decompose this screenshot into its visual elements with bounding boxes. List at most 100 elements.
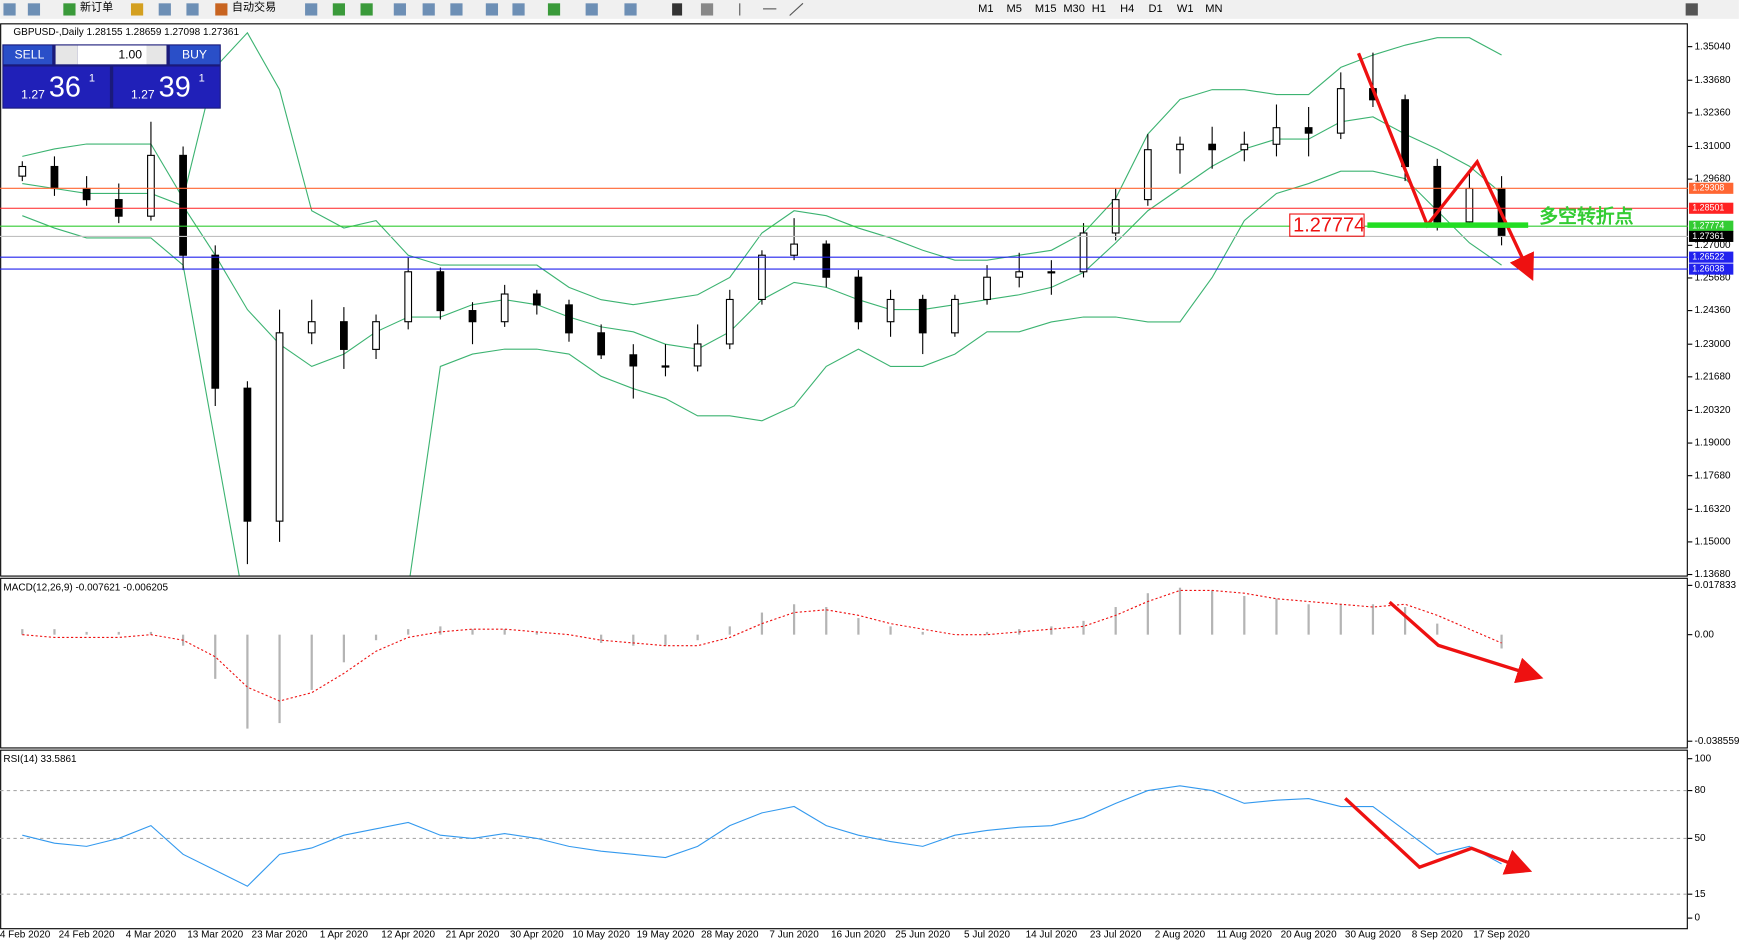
y-tick-label: 50 — [1695, 833, 1707, 844]
icon[interactable] — [63, 3, 76, 16]
icon[interactable] — [332, 3, 345, 16]
icon[interactable] — [450, 3, 463, 16]
icon[interactable] — [512, 3, 525, 16]
candle-body — [1208, 143, 1217, 151]
icon[interactable] — [393, 3, 406, 16]
y-tick-label: -0.038559 — [1695, 736, 1739, 747]
lot-up[interactable] — [146, 45, 167, 65]
macd-bar — [889, 626, 892, 635]
candle-body — [372, 321, 380, 350]
icon[interactable] — [672, 3, 683, 16]
price-pips: 36 — [49, 71, 81, 103]
icon[interactable] — [700, 3, 714, 16]
pivot-label: 1.27774 — [1293, 214, 1365, 236]
x-tick-label: 7 Jun 2020 — [769, 929, 819, 940]
timeframe[interactable]: M15 — [1035, 3, 1057, 15]
level-label-bg — [1688, 220, 1734, 232]
x-tick-label: 14 Feb 2020 — [0, 929, 51, 940]
y-tick-label: 0.017833 — [1695, 580, 1737, 591]
macd-bar — [471, 629, 474, 635]
x-tick-label: 28 May 2020 — [701, 929, 759, 940]
macd-panel — [0, 577, 1688, 749]
icon[interactable] — [305, 3, 318, 16]
y-tick-label: 1.16320 — [1695, 504, 1731, 515]
pivot-label-box — [1289, 213, 1365, 237]
icon[interactable] — [130, 3, 144, 16]
buy-button[interactable] — [169, 45, 220, 65]
buy-label: BUY — [182, 48, 207, 62]
macd-bar — [1178, 587, 1182, 635]
candle-body — [1401, 99, 1409, 168]
macd-bar — [792, 604, 796, 635]
x-tick-label: 25 Jun 2020 — [895, 929, 950, 940]
arrow — [1344, 797, 1533, 875]
candle-body — [1336, 88, 1345, 134]
icon[interactable] — [158, 3, 171, 16]
y-tick-label: 1.29680 — [1695, 174, 1731, 185]
icon[interactable] — [215, 3, 228, 16]
candle-body — [147, 154, 155, 217]
y-tick-label: 1.31000 — [1695, 141, 1731, 152]
macd-bar — [439, 626, 442, 635]
x-tick-label: 19 May 2020 — [637, 929, 695, 940]
candle-body — [1047, 271, 1056, 274]
icon[interactable] — [624, 3, 637, 16]
toolbar-button[interactable]: 新订单 — [80, 0, 113, 14]
icon[interactable] — [485, 3, 499, 16]
toolbar-button[interactable]: 自动交易 — [232, 0, 276, 14]
level-label: 1.27774 — [1692, 221, 1724, 231]
annotations — [1344, 52, 1544, 875]
macd-bar — [117, 631, 120, 635]
candle-body — [82, 187, 91, 201]
timeframe[interactable]: MN — [1205, 3, 1222, 15]
icon[interactable] — [422, 3, 435, 16]
y-tick-label: 1.19000 — [1695, 438, 1731, 449]
icon[interactable] — [27, 3, 41, 16]
candle-body — [661, 365, 670, 368]
icon[interactable] — [360, 3, 373, 16]
pivot-note: 多空转折点 — [1539, 204, 1633, 226]
bollinger-band — [22, 31, 1502, 306]
x-tick-label: 1 Apr 2020 — [320, 929, 369, 940]
macd-bar — [1146, 593, 1149, 635]
icon[interactable] — [1685, 3, 1698, 16]
macd-bar — [921, 631, 924, 635]
x-tick-label: 5 Jul 2020 — [964, 929, 1010, 940]
macd-bar — [278, 634, 281, 724]
candle-body — [565, 304, 573, 334]
icon[interactable] — [547, 3, 561, 16]
candle-body — [1465, 187, 1474, 223]
icon[interactable] — [585, 3, 598, 16]
y-tick-label: 1.32360 — [1695, 108, 1731, 119]
timeframe[interactable]: H1 — [1092, 3, 1106, 15]
y-tick-label: 0.00 — [1695, 629, 1715, 640]
sell-button[interactable] — [3, 45, 53, 65]
y-tick-label: 1.17680 — [1695, 470, 1731, 481]
timeframe[interactable]: M1 — [978, 3, 993, 15]
x-tick-label: 14 Jul 2020 — [1026, 929, 1078, 940]
buy-price-box[interactable] — [113, 66, 220, 108]
tool[interactable] — [789, 2, 804, 16]
timeframe[interactable]: D1 — [1148, 3, 1162, 15]
lot-down[interactable] — [55, 45, 78, 65]
candle-body — [1304, 127, 1313, 134]
candle-body — [211, 254, 220, 389]
trade-panel: SELL 1.00 BUY 1.27 36 1 1.27 39 1 — [2, 44, 221, 109]
macd-bar — [1275, 598, 1278, 635]
macd-bar — [1436, 623, 1439, 635]
timeframe[interactable]: H4 — [1120, 3, 1134, 15]
macd-bar — [149, 631, 153, 635]
timeframe[interactable]: M30 — [1063, 3, 1085, 15]
candle-body — [50, 165, 59, 190]
icon[interactable] — [3, 3, 16, 16]
x-tick-label: 24 Feb 2020 — [59, 929, 115, 940]
sell-price-box[interactable] — [3, 66, 110, 108]
macd-bar — [857, 618, 860, 635]
timeframe[interactable]: W1 — [1177, 3, 1194, 15]
y-tick-label: 1.20320 — [1695, 405, 1731, 416]
icon[interactable] — [186, 3, 199, 16]
timeframe[interactable]: M5 — [1007, 3, 1022, 15]
x-tick-label: 20 Aug 2020 — [1281, 929, 1337, 940]
macd-bar — [1307, 604, 1310, 635]
lot-field[interactable] — [77, 45, 147, 65]
